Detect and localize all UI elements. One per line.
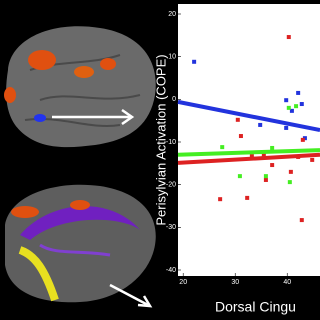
x-axis-label: Dorsal Cingu bbox=[215, 299, 296, 315]
point bbox=[284, 125, 289, 130]
y-axis-label: Perisylvian Activation (COPE) bbox=[153, 54, 168, 225]
point bbox=[238, 134, 243, 139]
point bbox=[302, 136, 307, 141]
y-tick-label: -10 bbox=[166, 139, 176, 146]
point bbox=[263, 174, 268, 179]
y-tick-label: 0 bbox=[172, 96, 176, 103]
point bbox=[237, 174, 242, 179]
y-tick-label: 20 bbox=[168, 11, 176, 18]
point bbox=[284, 98, 289, 103]
point bbox=[286, 35, 291, 40]
y-tick-label: -20 bbox=[166, 182, 176, 189]
x-tick-label: 30 bbox=[231, 279, 239, 286]
x-tick-label: 40 bbox=[283, 279, 291, 286]
brain-medial bbox=[5, 184, 156, 303]
point bbox=[235, 117, 240, 122]
y-tick-label: -30 bbox=[166, 224, 176, 231]
point bbox=[263, 177, 268, 182]
point bbox=[299, 218, 304, 223]
point bbox=[299, 102, 304, 107]
point bbox=[270, 163, 275, 168]
point bbox=[296, 90, 301, 95]
y-tick-label: 10 bbox=[168, 54, 176, 61]
point bbox=[296, 154, 301, 159]
point bbox=[261, 152, 266, 157]
point bbox=[289, 108, 294, 113]
point bbox=[288, 169, 293, 174]
y-tick-label: -40 bbox=[166, 267, 176, 274]
plot-area bbox=[178, 4, 320, 276]
fit-line bbox=[177, 148, 320, 157]
fit-line bbox=[177, 99, 320, 133]
point bbox=[220, 145, 225, 150]
point bbox=[300, 137, 305, 142]
brain-lateral bbox=[4, 26, 156, 148]
point bbox=[287, 180, 292, 185]
point bbox=[192, 59, 197, 64]
x-tick-label: 20 bbox=[179, 279, 187, 286]
point bbox=[249, 154, 254, 159]
point bbox=[294, 104, 299, 109]
arrows bbox=[52, 108, 153, 308]
point bbox=[310, 157, 315, 162]
point bbox=[258, 122, 263, 127]
point bbox=[286, 105, 291, 110]
point bbox=[270, 145, 275, 150]
point bbox=[245, 195, 250, 200]
point bbox=[218, 197, 223, 202]
